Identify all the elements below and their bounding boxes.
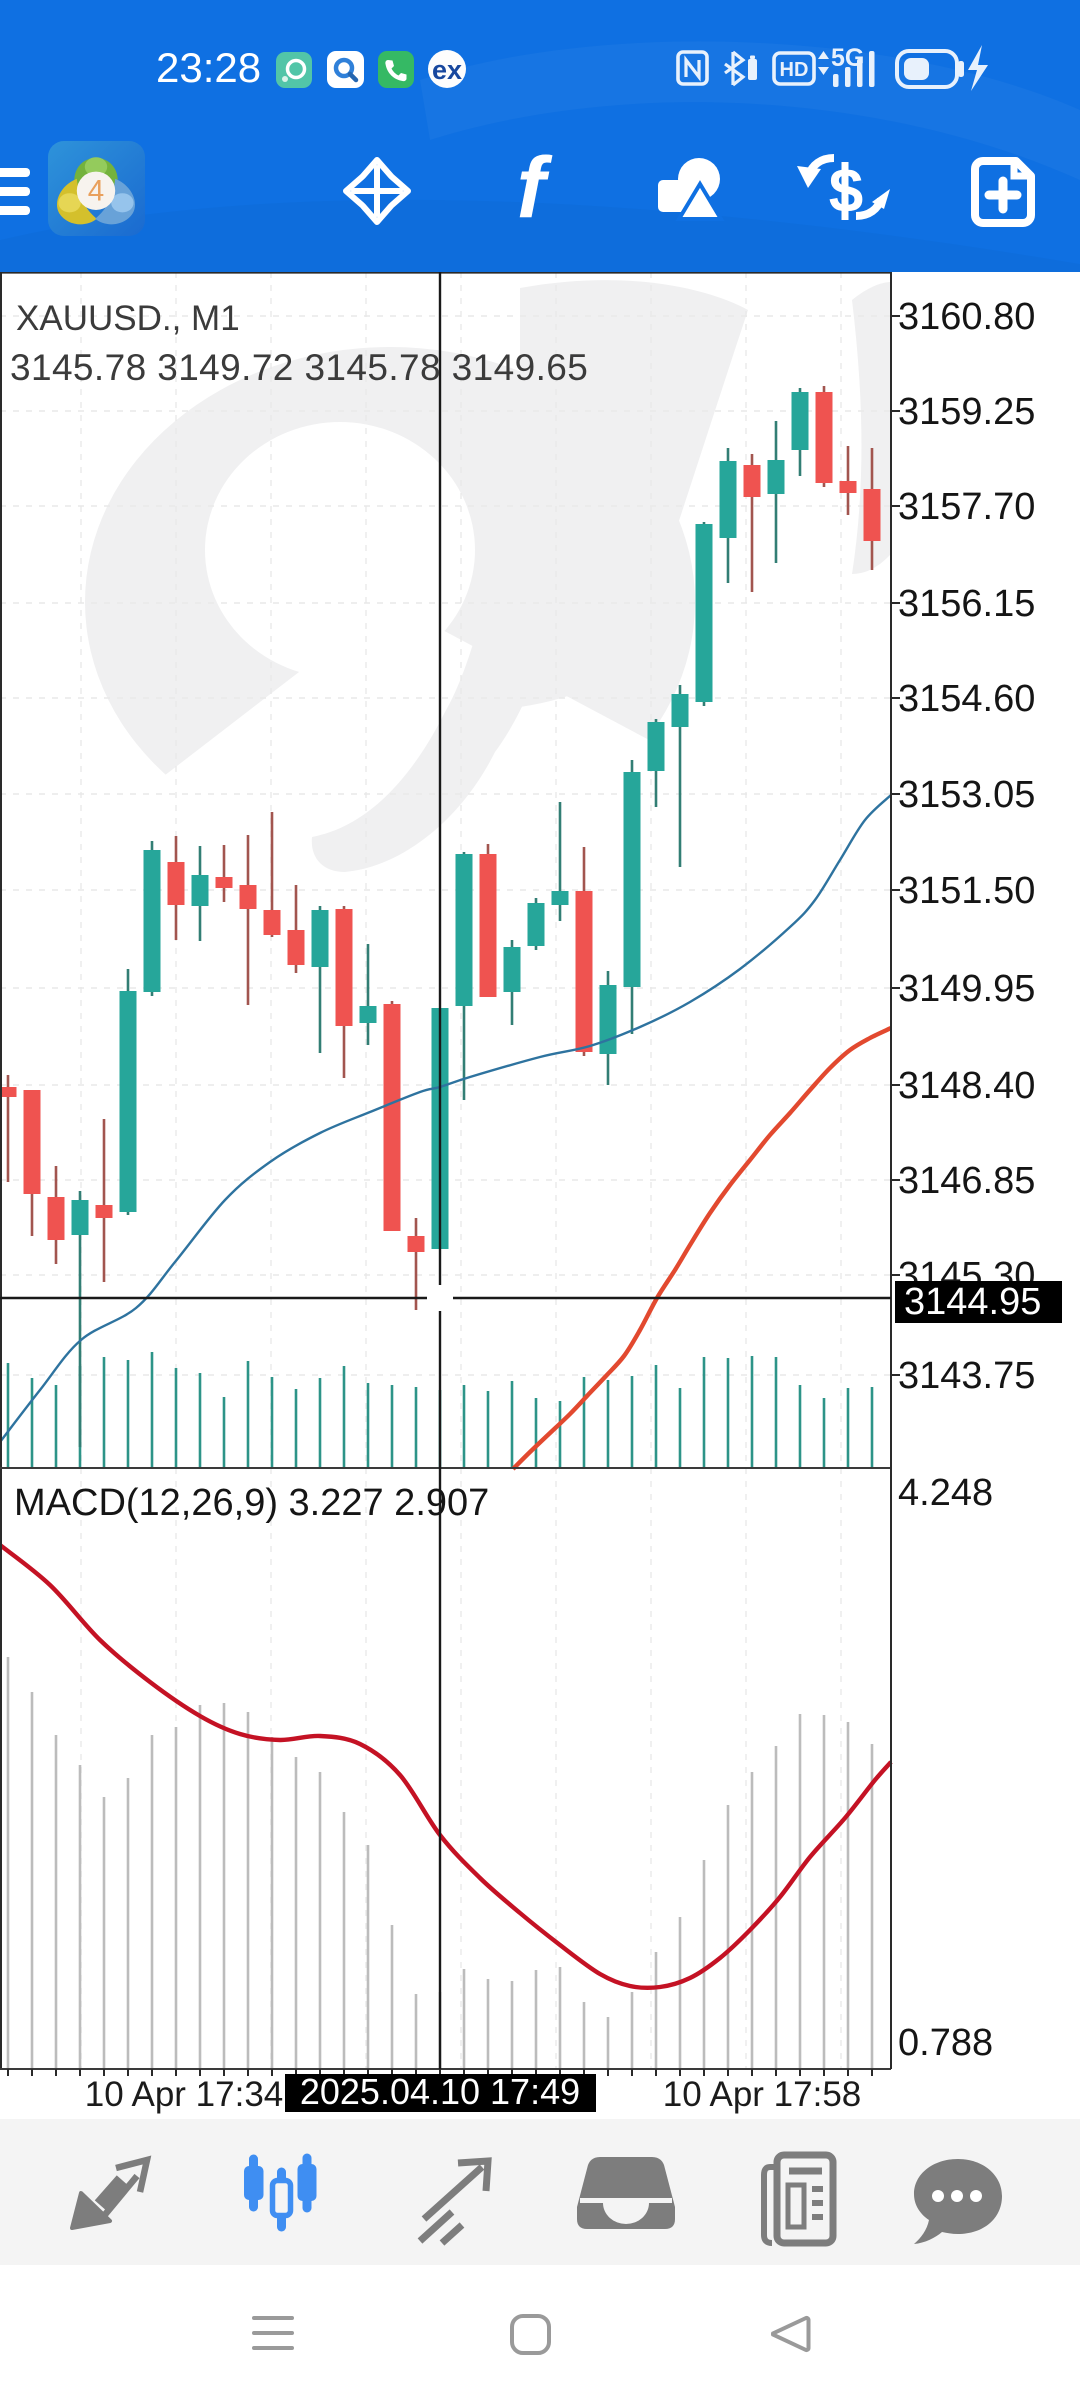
svg-text:ex: ex (432, 55, 462, 85)
svg-text:23:28: 23:28 (156, 44, 261, 91)
svg-text:XAUUSD., M1: XAUUSD., M1 (16, 299, 240, 338)
svg-text:3153.05: 3153.05 (898, 774, 1035, 816)
svg-text:3151.50: 3151.50 (898, 870, 1035, 912)
svg-text:3154.60: 3154.60 (898, 678, 1035, 720)
svg-text:0.788: 0.788 (898, 2022, 993, 2064)
svg-text:10 Apr 17:58: 10 Apr 17:58 (663, 2075, 862, 2114)
svg-text:3144.95: 3144.95 (904, 1281, 1041, 1323)
svg-text:MACD(12,26,9) 3.227 2.907: MACD(12,26,9) 3.227 2.907 (14, 1482, 489, 1524)
svg-text:2025.04.10 17:49: 2025.04.10 17:49 (300, 2071, 580, 2112)
svg-text:3156.15: 3156.15 (898, 583, 1035, 625)
svg-text:3149.95: 3149.95 (898, 968, 1035, 1010)
svg-text:3143.75: 3143.75 (898, 1355, 1035, 1397)
svg-text:3157.70: 3157.70 (898, 486, 1035, 528)
svg-text:4: 4 (88, 174, 104, 207)
svg-text:HD: HD (780, 59, 809, 81)
svg-text:10 Apr 17:34: 10 Apr 17:34 (85, 2075, 284, 2114)
svg-text:3160.80: 3160.80 (898, 296, 1035, 338)
svg-text:3148.40: 3148.40 (898, 1065, 1035, 1107)
svg-text:4.248: 4.248 (898, 1472, 993, 1514)
svg-text:3159.25: 3159.25 (898, 391, 1035, 433)
svg-text:3146.85: 3146.85 (898, 1160, 1035, 1202)
svg-text:3145.78 3149.72 3145.78 3149.6: 3145.78 3149.72 3145.78 3149.65 (10, 347, 588, 388)
